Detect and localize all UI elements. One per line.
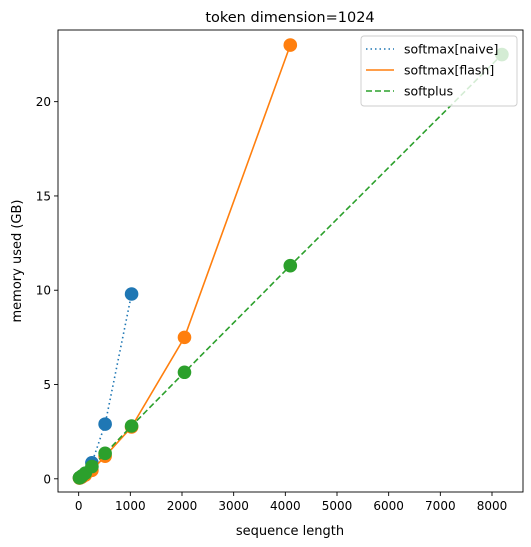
data-point	[178, 331, 192, 345]
y-tick-label: 5	[43, 378, 51, 392]
x-tick-label: 4000	[270, 499, 301, 513]
y-axis-ticks: 0 5 10 15 20	[36, 95, 58, 486]
data-point	[98, 417, 112, 431]
data-point	[178, 365, 192, 379]
data-point	[125, 419, 139, 433]
y-axis-label: memory used (GB)	[10, 200, 25, 323]
x-tick-label: 7000	[425, 499, 456, 513]
x-tick-label: 1000	[115, 499, 146, 513]
y-tick-label: 20	[36, 95, 51, 109]
y-tick-label: 10	[36, 284, 51, 298]
y-tick-label: 0	[43, 472, 51, 486]
legend-label: softmax[flash]	[404, 63, 494, 78]
y-tick-label: 15	[36, 189, 51, 203]
data-point	[85, 460, 99, 474]
data-point	[98, 447, 112, 461]
legend-label: softplus	[404, 84, 453, 99]
x-axis-ticks: 0 1000 2000 3000 4000 5000 6000 7000 8000	[75, 492, 507, 513]
x-tick-label: 0	[75, 499, 83, 513]
legend: softmax[naive] softmax[flash] softplus	[361, 36, 517, 106]
x-tick-label: 8000	[477, 499, 508, 513]
data-point	[125, 287, 139, 301]
legend-label: softmax[naive]	[404, 42, 498, 57]
x-axis-label: sequence length	[236, 524, 344, 539]
data-point	[283, 38, 297, 52]
x-tick-label: 6000	[373, 499, 404, 513]
data-point	[283, 259, 297, 273]
x-tick-label: 2000	[167, 499, 198, 513]
chart-title: token dimension=1024	[205, 10, 374, 26]
x-tick-label: 5000	[322, 499, 353, 513]
x-tick-label: 3000	[218, 499, 249, 513]
